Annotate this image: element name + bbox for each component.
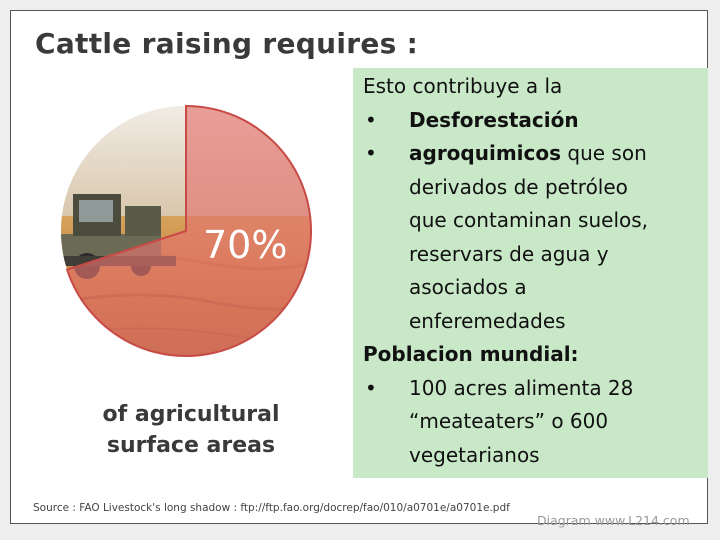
note-line: enferemedades [409,308,566,333]
note-heading-population: Poblacion mundial: [363,342,579,366]
note-item-acres: 100 acres alimenta 28 [409,375,634,400]
pie-chart [61,104,312,357]
bullet-icon: • [365,141,377,165]
pie-caption: of agricultural surface areas [71,399,311,461]
caption-line-2: surface areas [106,433,276,458]
note-line: asociados a [409,275,527,299]
source-citation: Source : FAO Livestock's long shadow : f… [33,502,510,514]
note-line: “meateaters” o 600 [409,409,609,433]
note-line: que contaminan suelos, [409,208,649,232]
note-intro: Esto contribuye a la [363,74,563,98]
note-bullet-deforestation: • Desforestación [363,104,698,138]
note-bullet-agrochemicals: • agroquimicos que son [363,137,698,171]
note-line: reservars de agua y [409,241,609,266]
note-item-deforestation: Desforestación [409,107,579,132]
watermark: Diagram www.L214.com [537,513,690,528]
percent-label: 70% [203,223,288,267]
pie-slice-highlight [65,104,312,357]
note-item-agrochemicals: agroquimicos [409,141,562,165]
note-item-agrochemicals-rest: que son [561,141,647,165]
slide-title: Cattle raising requires : [35,27,419,60]
note-line: derivados de petróleo [409,174,628,199]
note-line: vegetarianos [409,442,540,467]
note-box: Esto contribuye a la • Desforestación • … [353,68,708,478]
bullet-icon: • [365,375,377,400]
caption-line-1: of agricultural [102,402,280,427]
bullet-icon: • [365,107,377,132]
note-bullet-acres: • 100 acres alimenta 28 [363,372,698,406]
